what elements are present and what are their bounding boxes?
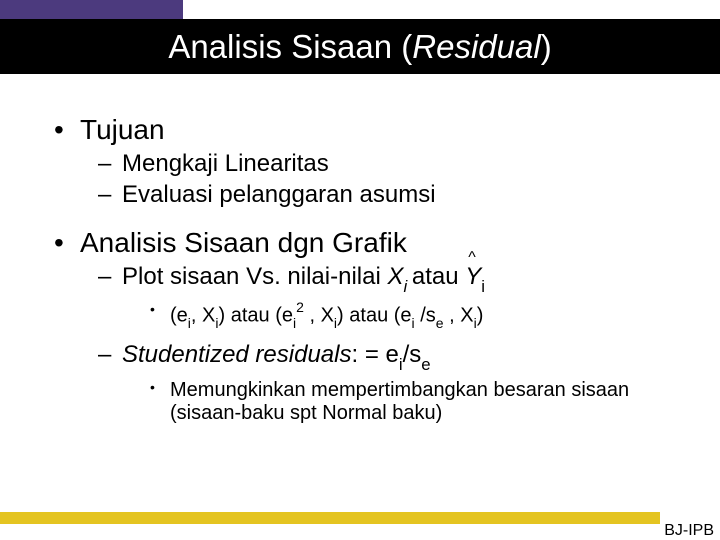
title-italic: Residual [412, 28, 540, 65]
f-s3: i [293, 315, 296, 331]
text-linearitas: Mengkaji Linearitas [122, 150, 329, 177]
text-Y: Y [465, 263, 481, 290]
text-st-rest: : = e [351, 341, 398, 368]
f-s6: e [436, 315, 444, 331]
bullet-linearitas: Mengkaji Linearitas [54, 150, 674, 178]
page-title: Analisis Sisaan (Residual) [168, 28, 551, 66]
f-s4: i [334, 315, 337, 331]
bullet-studentized: Studentized residuals: = ei/se [54, 341, 674, 373]
f-s2: i [215, 315, 218, 331]
bullet-tujuan: Tujuan [54, 114, 674, 146]
f-s7: i [474, 315, 477, 331]
f-sup: 2 [296, 299, 304, 315]
title-bar: Analisis Sisaan (Residual) [0, 19, 720, 74]
f-p7: , X [444, 304, 474, 326]
content-area: Tujuan Mengkaji Linearitas Evaluasi pela… [54, 100, 674, 425]
text-evaluasi: Evaluasi pelanggaran asumsi [122, 181, 436, 208]
text-note: Memungkinkan mempertimbangkan besaran si… [170, 379, 629, 424]
f-p5: ) atau (e [337, 304, 411, 326]
footer-label: BJ-IPB [664, 522, 714, 540]
text-st-slash: /s [403, 341, 422, 368]
hat-icon: ^ [468, 249, 476, 267]
title-plain: Analisis Sisaan ( [168, 28, 412, 65]
y-hat: ^Y [465, 263, 481, 291]
f-p8: ) [477, 304, 484, 326]
text-studentized: Studentized residuals [122, 341, 351, 368]
f-p3: ) atau (e [219, 304, 293, 326]
text-st-e: e [421, 355, 430, 374]
f-p6: /s [415, 304, 436, 326]
text-analisis: Analisis Sisaan dgn Grafik [80, 227, 407, 258]
footer-bar [0, 512, 660, 524]
f-s5: i [412, 315, 415, 331]
bullet-note: Memungkinkan mempertimbangkan besaran si… [54, 379, 674, 425]
bullet-analisis: Analisis Sisaan dgn Grafik [54, 227, 674, 259]
text-Xi: X [387, 263, 403, 290]
bullet-plot: Plot sisaan Vs. nilai-nilai Xi atau ^Yi [54, 263, 674, 295]
f-p2: , X [191, 304, 215, 326]
f-p1: (e [170, 304, 188, 326]
bullet-formula: (ei, Xi) atau (ei2 , Xi) atau (ei /se , … [54, 301, 674, 330]
text-Xi-sub: i [403, 277, 411, 296]
text-st-i: i [399, 355, 403, 374]
f-s1: i [188, 315, 191, 331]
text-Yi-sub: i [481, 277, 485, 296]
f-p4: , X [304, 304, 334, 326]
title-close: ) [541, 28, 552, 65]
accent-block [0, 0, 183, 19]
text-plot-lead: Plot sisaan Vs. nilai-nilai [122, 263, 387, 290]
text-tujuan: Tujuan [80, 114, 165, 145]
text-atau: atau [412, 263, 465, 290]
bullet-evaluasi: Evaluasi pelanggaran asumsi [54, 181, 674, 209]
